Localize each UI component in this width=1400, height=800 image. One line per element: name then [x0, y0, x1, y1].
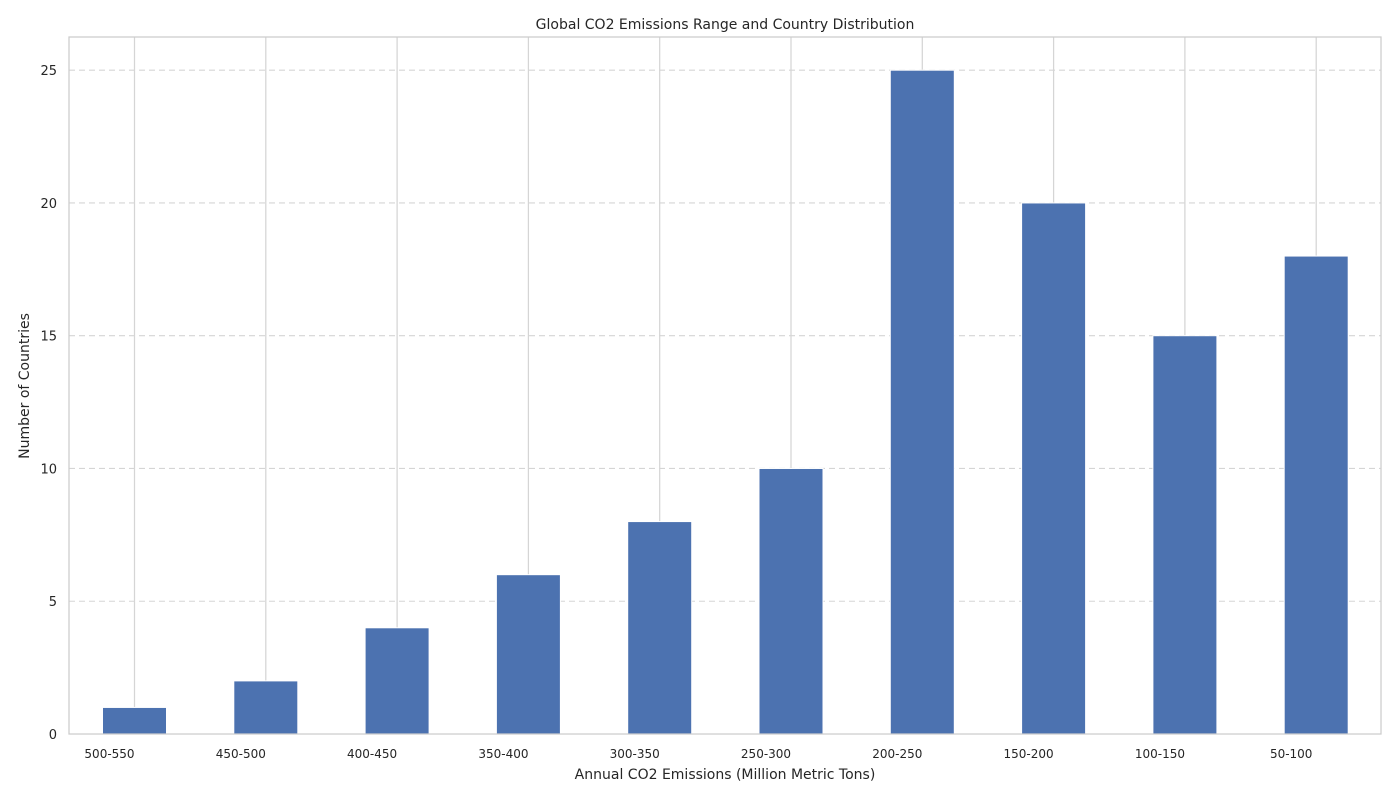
x-tick-label: 100-150: [1135, 747, 1185, 761]
y-tick-label: 0: [49, 728, 57, 743]
x-axis-label: Annual CO2 Emissions (Million Metric Ton…: [575, 767, 876, 783]
bar: [627, 521, 693, 735]
y-tick-label: 10: [40, 462, 57, 477]
y-axis-label: Number of Countries: [17, 313, 33, 459]
bar: [364, 627, 430, 735]
x-tick-label: 400-450: [347, 747, 397, 761]
y-tick-label: 15: [40, 330, 57, 345]
x-tick-label: 300-350: [610, 747, 660, 761]
tick-labels: 0 5 10 15 20 25 500-550 450-500 400-450 350-400 30…: [40, 64, 1312, 761]
y-tick-label: 25: [40, 64, 57, 79]
x-tick-label: 250-300: [741, 747, 791, 761]
bar: [1021, 202, 1087, 735]
bar: [1152, 335, 1218, 735]
bar: [758, 467, 824, 735]
bars: [102, 69, 1349, 735]
x-tick-label: 50-100: [1270, 747, 1313, 761]
y-tick-label: 20: [40, 197, 57, 212]
y-tick-label: 5: [49, 595, 57, 610]
bar: [889, 69, 955, 735]
x-tick-label: 500-550: [84, 747, 134, 761]
x-tick-label: 150-200: [1004, 747, 1054, 761]
chart-title: Global CO2 Emissions Range and Country D…: [536, 17, 915, 33]
bar: [495, 574, 561, 735]
bar: [102, 706, 167, 735]
x-tick-label: 350-400: [478, 747, 528, 761]
bar: [1283, 255, 1349, 735]
bar: [233, 680, 299, 735]
x-tick-label: 200-250: [872, 747, 922, 761]
x-tick-label: 450-500: [216, 747, 266, 761]
plot-area-frame: [68, 36, 1382, 735]
